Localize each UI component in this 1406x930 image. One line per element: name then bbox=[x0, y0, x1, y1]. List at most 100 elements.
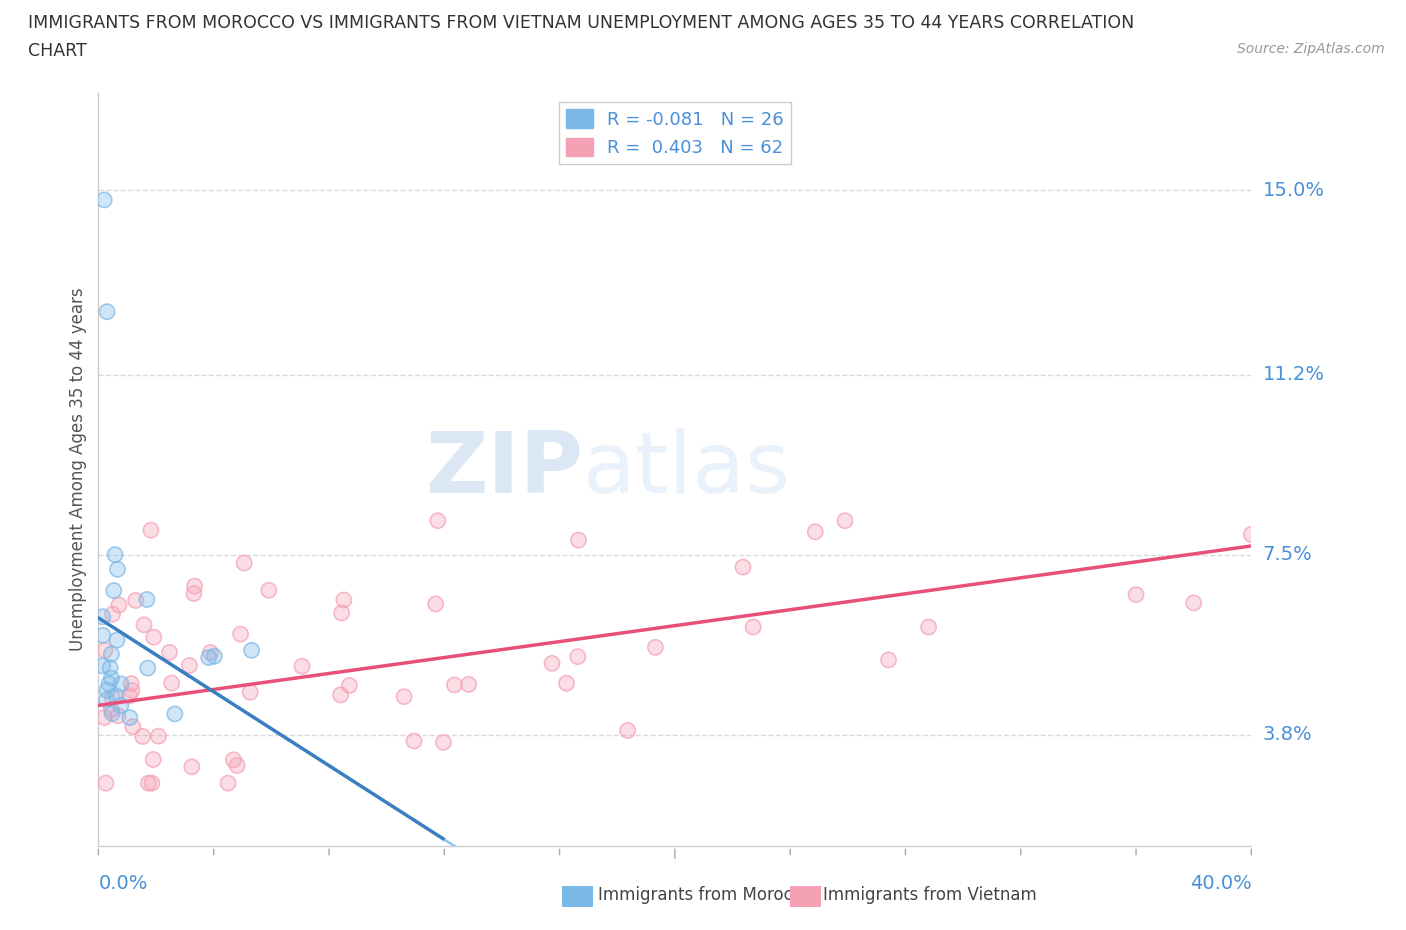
Point bbox=[644, 640, 666, 655]
Point bbox=[107, 562, 129, 577]
Point bbox=[183, 586, 205, 601]
Point bbox=[339, 678, 361, 693]
Point bbox=[239, 684, 262, 699]
Point bbox=[183, 578, 205, 593]
Point bbox=[98, 660, 121, 675]
Text: Immigrants from Morocco: Immigrants from Morocco bbox=[598, 885, 811, 904]
Point bbox=[105, 632, 128, 647]
Point bbox=[91, 609, 114, 624]
Point bbox=[104, 547, 127, 562]
Point bbox=[233, 555, 256, 570]
Point bbox=[93, 710, 115, 724]
Point bbox=[160, 675, 183, 690]
Point bbox=[180, 760, 202, 775]
Point bbox=[110, 676, 132, 691]
Point bbox=[426, 513, 449, 528]
Point bbox=[333, 592, 356, 607]
Point bbox=[124, 593, 146, 608]
Text: 3.8%: 3.8% bbox=[1263, 725, 1312, 744]
Point bbox=[731, 560, 754, 575]
Point bbox=[180, 760, 202, 775]
Point bbox=[104, 688, 127, 703]
Point bbox=[96, 693, 118, 708]
Point bbox=[457, 677, 479, 692]
Point bbox=[96, 693, 118, 708]
Point bbox=[159, 644, 181, 659]
Point bbox=[135, 592, 157, 607]
Point bbox=[118, 688, 141, 703]
Point bbox=[121, 719, 143, 734]
Point bbox=[240, 643, 263, 658]
Point bbox=[93, 193, 115, 207]
Point bbox=[93, 710, 115, 724]
Point bbox=[96, 304, 118, 319]
Point bbox=[240, 643, 263, 658]
Point bbox=[163, 707, 186, 722]
Point bbox=[110, 676, 132, 691]
Text: 11.2%: 11.2% bbox=[1263, 365, 1324, 384]
Legend: R = -0.081   N = 26, R =  0.403   N = 62: R = -0.081 N = 26, R = 0.403 N = 62 bbox=[558, 102, 792, 165]
Point bbox=[136, 660, 159, 675]
Point bbox=[138, 776, 160, 790]
Point bbox=[541, 656, 564, 671]
Point bbox=[233, 555, 256, 570]
Point bbox=[94, 643, 117, 658]
Point bbox=[98, 676, 121, 691]
Point bbox=[104, 688, 127, 703]
Point bbox=[120, 676, 142, 691]
Point bbox=[98, 660, 121, 675]
Point bbox=[877, 653, 900, 668]
Point bbox=[98, 676, 121, 691]
Point bbox=[402, 734, 425, 749]
Point bbox=[96, 304, 118, 319]
Point bbox=[443, 677, 465, 692]
Point bbox=[142, 752, 165, 767]
Point bbox=[239, 684, 262, 699]
Text: ZIP: ZIP bbox=[425, 428, 582, 512]
Point bbox=[103, 583, 125, 598]
Point bbox=[131, 729, 153, 744]
Point bbox=[100, 671, 122, 685]
Point bbox=[731, 560, 754, 575]
Point bbox=[138, 776, 160, 790]
Text: Immigrants from Vietnam: Immigrants from Vietnam bbox=[823, 885, 1036, 904]
Point bbox=[432, 735, 454, 750]
Point bbox=[229, 627, 252, 642]
Point bbox=[200, 645, 222, 660]
Point bbox=[567, 649, 589, 664]
Point bbox=[141, 776, 163, 790]
Point bbox=[108, 598, 131, 613]
Point bbox=[555, 676, 578, 691]
Point bbox=[1125, 587, 1147, 602]
Point bbox=[198, 650, 221, 665]
Point bbox=[148, 729, 170, 744]
Point bbox=[541, 656, 564, 671]
Point bbox=[432, 735, 454, 750]
Point bbox=[257, 583, 280, 598]
Point bbox=[104, 547, 127, 562]
Point bbox=[135, 592, 157, 607]
Point bbox=[139, 523, 162, 538]
Point bbox=[107, 709, 129, 724]
Point bbox=[148, 729, 170, 744]
Point bbox=[160, 675, 183, 690]
Point bbox=[91, 658, 114, 673]
Point bbox=[94, 776, 117, 790]
Point bbox=[110, 698, 132, 712]
Point bbox=[121, 683, 143, 698]
Point bbox=[101, 706, 124, 721]
Text: CHART: CHART bbox=[28, 42, 87, 60]
Point bbox=[200, 645, 222, 660]
Point bbox=[96, 683, 118, 698]
Point bbox=[121, 719, 143, 734]
Point bbox=[136, 660, 159, 675]
Point bbox=[339, 678, 361, 693]
Point bbox=[330, 605, 353, 620]
Point bbox=[141, 776, 163, 790]
Point bbox=[110, 698, 132, 712]
Point bbox=[257, 583, 280, 598]
Point bbox=[91, 628, 114, 643]
Text: IMMIGRANTS FROM MOROCCO VS IMMIGRANTS FROM VIETNAM UNEMPLOYMENT AMONG AGES 35 TO: IMMIGRANTS FROM MOROCCO VS IMMIGRANTS FR… bbox=[28, 14, 1135, 32]
Point bbox=[1240, 527, 1263, 542]
Point bbox=[877, 653, 900, 668]
